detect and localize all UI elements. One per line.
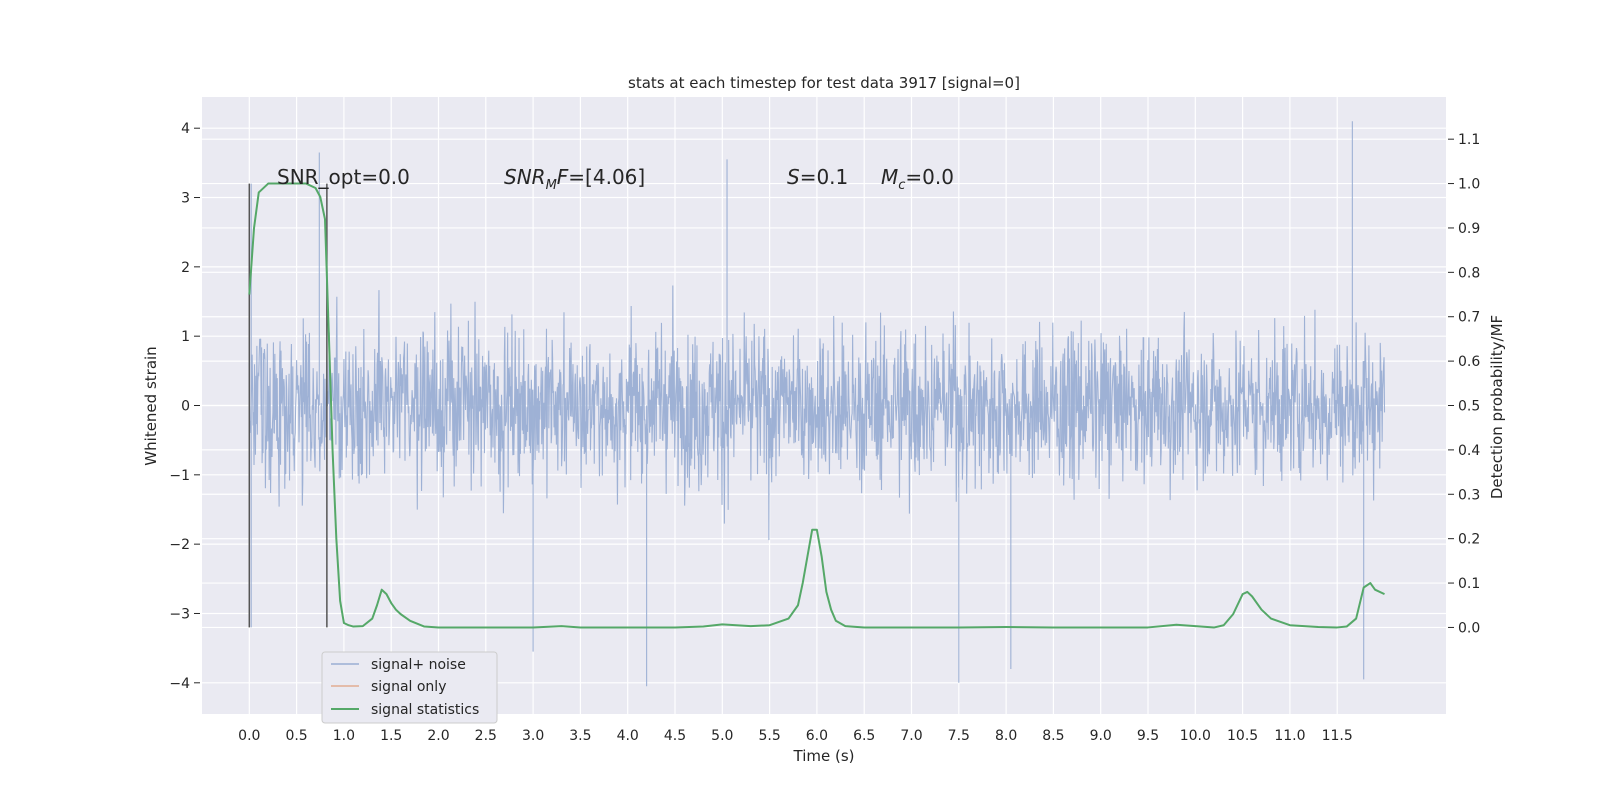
x-axis-label: Time (s)	[793, 747, 855, 765]
x-tick-label: 8.5	[1042, 728, 1064, 744]
legend-label-signal-plus-noise: signal+ noise	[371, 657, 466, 673]
x-tick-label: 0.5	[285, 728, 307, 744]
x-tick-label: 3.0	[522, 728, 544, 744]
x-tick-label: 7.0	[900, 728, 922, 744]
y2-axis-label: Detection probability/MF	[1488, 315, 1506, 499]
annotation-s: S=0.1	[787, 165, 848, 189]
annotation-mc: Mc=0.0	[881, 165, 954, 193]
y2-tick-label: 0.6	[1458, 354, 1480, 370]
y-tick-label: −2	[169, 537, 190, 553]
legend-label-signal-only: signal only	[371, 679, 446, 695]
y2-tick-label: 0.3	[1458, 487, 1480, 503]
tick-labels: 0.0 0.5 1.0 1.5 2.0 2.5 3.0 3.5 4.0 4.5 5.0 5.5 6.0 6…	[169, 121, 1480, 744]
y-axis-label: Whitened strain	[142, 346, 160, 465]
x-tick-label: 8.0	[995, 728, 1017, 744]
annotation-snr-mf: SNRMF=[4.06]	[504, 165, 645, 193]
x-tick-label: 6.0	[806, 728, 828, 744]
y-tick-label: 1	[181, 329, 190, 345]
y2-tick-label: 1.0	[1458, 177, 1480, 193]
y2-tick-label: 0.0	[1458, 620, 1480, 636]
y-tick-label: −1	[169, 468, 190, 484]
signal-statistics-series	[248, 182, 1385, 629]
x-tick-label: 1.0	[333, 728, 355, 744]
x-tick-label: 0.0	[238, 728, 260, 744]
x-tick-label: 10.5	[1227, 728, 1258, 744]
x-tick-label: 4.5	[664, 728, 686, 744]
annotation-s-rest: =0.1	[800, 165, 849, 189]
x-tick-label: 3.5	[569, 728, 591, 744]
x-tick-label: 1.5	[380, 728, 402, 744]
x-tick-label: 7.5	[948, 728, 970, 744]
x-tick-label: 9.5	[1137, 728, 1159, 744]
signal-plus-noise-line	[248, 121, 1386, 687]
x-tick-label: 6.5	[853, 728, 875, 744]
annotation-mc-rest: =0.0	[905, 165, 954, 189]
y2-tick-label: 0.8	[1458, 265, 1480, 281]
y2-tick-label: 0.2	[1458, 532, 1480, 548]
y2-tick-label: 0.7	[1458, 310, 1480, 326]
annotation-mc-sub: c	[898, 178, 905, 193]
annotation-s-main: S	[787, 165, 800, 189]
x-tick-label: 10.0	[1180, 728, 1211, 744]
y-tick-label: 4	[181, 121, 190, 137]
x-tick-label: 2.0	[427, 728, 449, 744]
y2-tick-label: 0.1	[1458, 576, 1480, 592]
y-tick-label: −4	[169, 676, 190, 692]
annotation-snr-mf-rest: =[4.06]	[568, 165, 645, 189]
annotation-snr-mf-f: F	[557, 165, 569, 189]
y2-tick-label: 0.5	[1458, 399, 1480, 415]
x-tick-label: 11.5	[1322, 728, 1353, 744]
y2-tick-label: 0.9	[1458, 221, 1480, 237]
chart-title: stats at each timestep for test data 391…	[628, 74, 1020, 92]
y2-tick-label: 1.1	[1458, 132, 1480, 148]
annotation-mc-main: M	[881, 165, 898, 189]
x-tick-label: 5.0	[711, 728, 733, 744]
annotation-snr-opt: SNR_opt=0.0	[277, 165, 410, 189]
signal-statistics-line	[248, 182, 1385, 629]
x-tick-label: 11.0	[1274, 728, 1305, 744]
x-tick-label: 2.5	[475, 728, 497, 744]
legend-label-signal-statistics: signal statistics	[371, 702, 479, 718]
y-tick-label: 3	[181, 191, 190, 207]
legend: signal+ noise signal only signal statist…	[321, 651, 498, 724]
x-tick-label: 9.0	[1090, 728, 1112, 744]
y-tick-label: 0	[181, 399, 190, 415]
annotation-snr-mf-sub: M	[546, 178, 557, 193]
signal-plus-noise-series	[248, 121, 1386, 687]
legend-box	[321, 651, 498, 724]
x-tick-label: 5.5	[758, 728, 780, 744]
x-tick-label: 4.0	[617, 728, 639, 744]
y-tick-label: 2	[181, 260, 190, 276]
y2-tick-label: 0.4	[1458, 443, 1480, 459]
annotation-snr-mf-main: SNR	[504, 165, 546, 189]
y-tick-label: −3	[169, 606, 190, 622]
